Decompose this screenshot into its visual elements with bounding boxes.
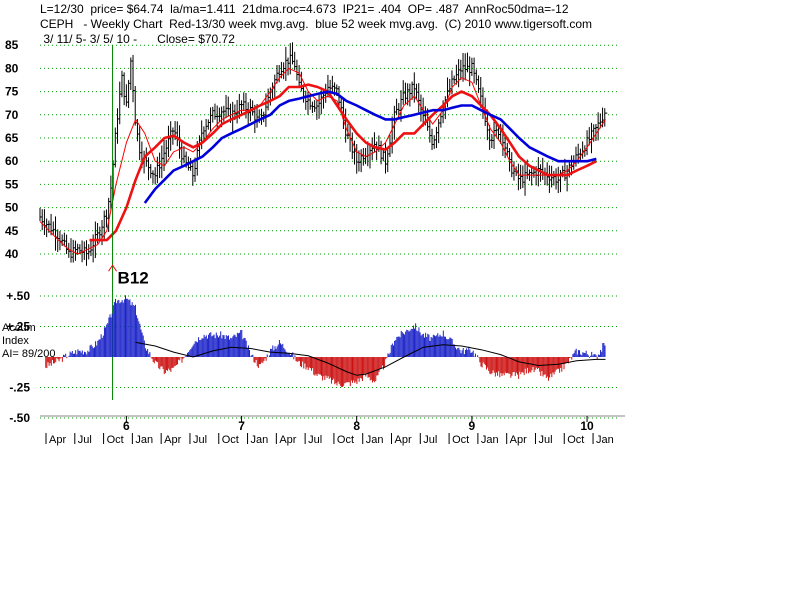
month-label: Oct (452, 434, 469, 446)
ma-13-week-line (39, 67, 606, 255)
price-tick-label: 55 (5, 177, 19, 191)
signal-label: B12 (118, 268, 149, 287)
month-label: Oct (337, 434, 354, 446)
price-tick-label: 75 (5, 85, 19, 99)
year-label: 7 (238, 419, 245, 433)
accum-tick-label: +.50 (6, 289, 30, 303)
accum-ai-label: AI= 89/200 (2, 348, 56, 360)
accum-label-line-1: Accum (2, 322, 36, 334)
time-axis: Apr Jul Oct Jan Apr Jul Oct Jan Apr Jul Oct Jan Apr J… (40, 415, 625, 446)
price-axis: 85 80 75 70 65 60 55 50 45 40 (5, 38, 19, 261)
month-label: Apr (279, 434, 296, 446)
month-label: Jan (596, 434, 614, 446)
month-label: Oct (107, 434, 124, 446)
accum-tick-label: +.25 (6, 320, 30, 334)
header-line-1: L=12/30 price= $64.74 la/ma=1.411 21dma.… (40, 2, 569, 16)
accum-moving-average (135, 341, 606, 376)
price-tick-label: 40 (5, 247, 19, 261)
accum-tick-label: -.25 (9, 381, 30, 395)
ma-52-week-line (143, 90, 597, 204)
year-label: 10 (580, 419, 594, 433)
price-tick-label: 80 (5, 61, 19, 75)
price-tick-label: 65 (5, 131, 19, 145)
accum-tick-label: -.50 (9, 411, 30, 425)
price-gridlines (40, 44, 617, 255)
month-label: Jan (135, 434, 153, 446)
month-label: Jul (78, 434, 92, 446)
price-tick-label: 50 (5, 201, 19, 215)
month-label: Apr (395, 434, 412, 446)
month-label: Jan (366, 434, 384, 446)
price-bars (39, 42, 608, 266)
month-label: Jan (481, 434, 499, 446)
header-line-2: CEPH - Weekly Chart Red-13/30 week mvg.a… (40, 17, 592, 31)
month-label: Apr (510, 434, 527, 446)
year-label: 6 (123, 419, 130, 433)
month-label: Oct (567, 434, 584, 446)
month-label: Apr (49, 434, 66, 446)
price-tick-label: 60 (5, 154, 19, 168)
year-label: 8 (353, 419, 360, 433)
month-label: Jul (308, 434, 322, 446)
header-line-3: 3/ 11/ 5- 3/ 5/ 10 - Close= $70.72 (40, 32, 235, 46)
month-label: Jul (423, 434, 437, 446)
month-label: Jul (193, 434, 207, 446)
month-label: Jul (538, 434, 552, 446)
moving-averages (39, 67, 606, 255)
month-label: Apr (164, 434, 181, 446)
price-tick-label: 70 (5, 108, 19, 122)
month-label: Oct (222, 434, 239, 446)
year-label: 9 (469, 419, 476, 433)
signal-arrow (108, 264, 117, 272)
month-label: Jan (251, 434, 269, 446)
ma-30-week-line (89, 83, 597, 242)
price-tick-label: 85 (5, 38, 19, 52)
price-tick-label: 45 (5, 224, 19, 238)
accum-label-line-2: Index (2, 335, 29, 347)
